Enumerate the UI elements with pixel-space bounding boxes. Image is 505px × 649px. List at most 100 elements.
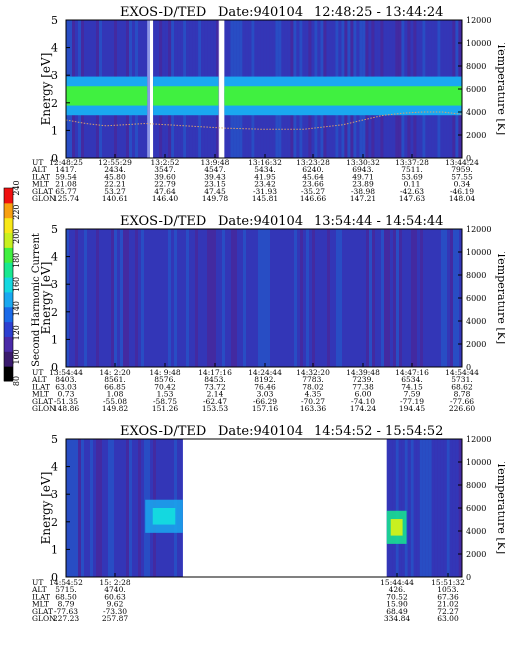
heatmap-column bbox=[342, 229, 345, 367]
colorbar-tick-label: 200 bbox=[12, 229, 21, 244]
heatmap-column bbox=[339, 229, 342, 367]
heatmap-column bbox=[348, 229, 351, 367]
y2-tick-label: 2000 bbox=[466, 340, 486, 349]
heatmap-column bbox=[324, 229, 327, 367]
table-cell: -62.47 bbox=[203, 397, 227, 406]
table-cell: 66.85 bbox=[104, 382, 126, 391]
table-cell: 0.11 bbox=[404, 180, 421, 189]
heatmap-column bbox=[117, 439, 120, 577]
table-cell: 6240. bbox=[302, 165, 323, 174]
table-cell: 8576. bbox=[154, 375, 175, 384]
heatmap-column bbox=[357, 229, 360, 367]
panel-title: EXOS-D/TED bbox=[120, 424, 206, 439]
heatmap-column bbox=[108, 229, 111, 367]
table-row-label: ILAT bbox=[32, 592, 50, 601]
heatmap-column bbox=[81, 229, 84, 367]
table-cell: 334.84 bbox=[384, 614, 410, 623]
heatmap-column bbox=[414, 229, 417, 367]
heatmap-column bbox=[387, 229, 390, 367]
table-row-label: ILAT bbox=[32, 382, 50, 391]
heatmap-column bbox=[306, 229, 309, 367]
heatmap-column bbox=[404, 439, 408, 577]
colorbar-frame bbox=[3, 187, 14, 382]
heatmap-column bbox=[192, 229, 195, 367]
heatmap-column bbox=[351, 229, 354, 367]
table-cell: 148.04 bbox=[449, 194, 475, 203]
heatmap-column bbox=[204, 229, 207, 367]
table-cell: 15:51:32 bbox=[431, 578, 465, 587]
table-row-label: ALT bbox=[31, 375, 47, 384]
table-cell: 77.38 bbox=[352, 382, 374, 391]
table-cell: -46.19 bbox=[450, 187, 474, 196]
table-cell: 0.73 bbox=[58, 390, 75, 399]
y-tick-label: 1 bbox=[51, 124, 58, 137]
y-axis-label: Energy [eV] bbox=[39, 472, 53, 545]
heatmap-column bbox=[225, 229, 228, 367]
table-cell: 45.64 bbox=[302, 172, 324, 181]
colorbar-swatch bbox=[4, 351, 13, 367]
table-cell: 1.08 bbox=[107, 390, 124, 399]
table-cell: 227.23 bbox=[53, 614, 79, 623]
table-row-label: UT bbox=[32, 368, 43, 377]
heatmap-column bbox=[141, 229, 144, 367]
colorbar-tick-label: 180 bbox=[12, 253, 21, 268]
heatmap-column bbox=[195, 229, 198, 367]
colorbar-tick-label: 80 bbox=[12, 376, 21, 386]
heatmap-column bbox=[432, 229, 435, 367]
table-cell: 7783. bbox=[302, 375, 323, 384]
heatmap-column bbox=[363, 229, 366, 367]
table-cell: 151.26 bbox=[152, 404, 178, 413]
table-cell: 15: 2:28 bbox=[99, 578, 131, 587]
y2-tick-label: 4000 bbox=[466, 527, 486, 536]
y2-tick-label: 6000 bbox=[466, 504, 486, 513]
heatmap-column bbox=[72, 439, 75, 577]
heatmap-column bbox=[422, 439, 426, 577]
heatmap-column bbox=[444, 229, 447, 367]
table-cell: 12:48:25 bbox=[49, 158, 83, 167]
table-cell: 6943. bbox=[352, 165, 373, 174]
heatmap-column bbox=[405, 229, 408, 367]
heatmap-column bbox=[407, 439, 411, 577]
heatmap-column bbox=[159, 229, 162, 367]
heatmap-column bbox=[111, 439, 114, 577]
table-cell: -55.08 bbox=[103, 397, 127, 406]
colorbar-swatch bbox=[4, 336, 13, 352]
colorbar-tick-label: 240 bbox=[12, 180, 21, 195]
heatmap-column bbox=[449, 439, 453, 577]
heatmap-column bbox=[393, 229, 396, 367]
y-tick-label: 0 bbox=[51, 571, 58, 584]
y-tick-label: 4 bbox=[51, 251, 58, 264]
table-cell: 39.60 bbox=[154, 172, 176, 181]
table-cell: 68.49 bbox=[386, 607, 408, 616]
y-tick-label: 2 bbox=[51, 97, 58, 110]
table-cell: -70.27 bbox=[301, 397, 325, 406]
heatmap-column bbox=[327, 229, 330, 367]
table-cell: 13:16:32 bbox=[248, 158, 282, 167]
heatmap-column bbox=[75, 229, 78, 367]
table-cell: 140.61 bbox=[102, 194, 128, 203]
table-cell: 72.27 bbox=[437, 607, 459, 616]
panel-time-range: 12:48:25 - 13:44:24 bbox=[314, 5, 443, 20]
heatmap-column bbox=[440, 439, 444, 577]
heatmap-column bbox=[162, 229, 165, 367]
heatmap-column bbox=[174, 229, 177, 367]
heatmap-column bbox=[318, 229, 321, 367]
heatmap-column bbox=[90, 229, 93, 367]
heatmap-column bbox=[102, 439, 105, 577]
heatmap-column bbox=[354, 229, 357, 367]
heatmap-column bbox=[102, 229, 105, 367]
heatmap-column bbox=[453, 229, 456, 367]
y-axis-label: Energy [eV] bbox=[39, 262, 53, 335]
heatmap-column bbox=[399, 229, 402, 367]
heatmap-column bbox=[417, 229, 420, 367]
heatmap-column bbox=[99, 439, 102, 577]
heatmap-column bbox=[120, 229, 123, 367]
heatmap-column bbox=[279, 229, 282, 367]
heatmap-column bbox=[81, 439, 84, 577]
heatmap-column bbox=[255, 229, 258, 367]
y2-tick-label: 12000 bbox=[466, 16, 491, 25]
heatmap-column bbox=[120, 439, 123, 577]
heatmap-column bbox=[186, 229, 189, 367]
heatmap-column bbox=[402, 229, 405, 367]
